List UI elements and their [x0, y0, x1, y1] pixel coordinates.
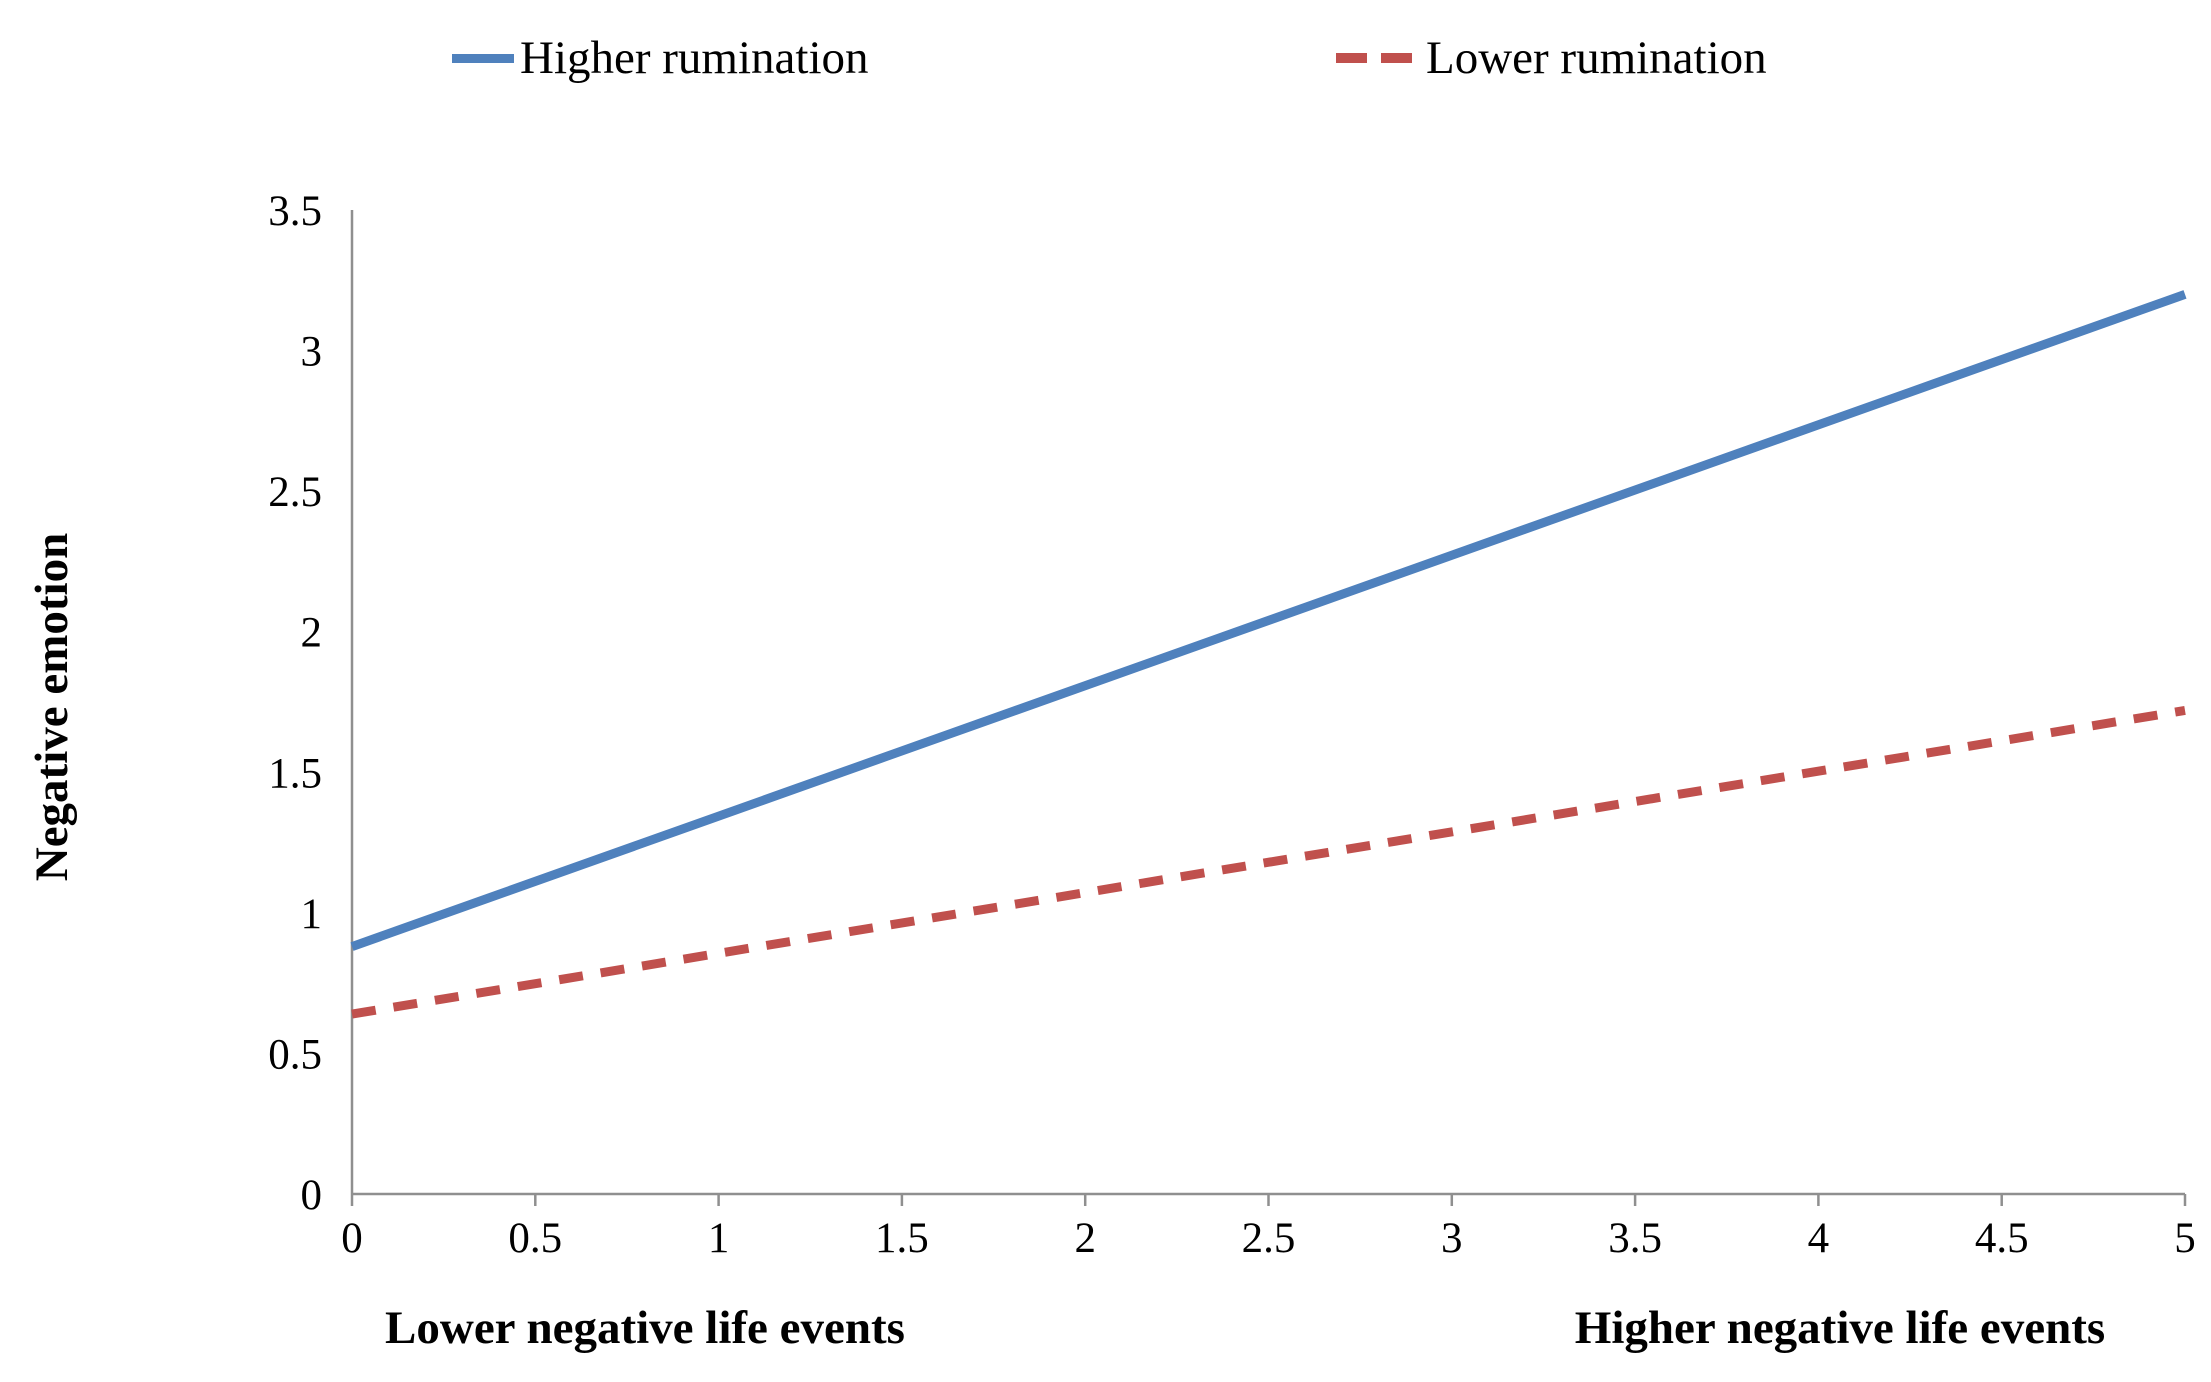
- x-tick-label: 5: [2174, 1215, 2196, 1262]
- legend-item-lower-rumination: Lower rumination: [1336, 30, 1767, 86]
- legend-marker-solid-line: [452, 53, 514, 63]
- x-axis-label-left: Lower negative life events: [385, 1302, 905, 1354]
- legend-label: Lower rumination: [1426, 32, 1767, 84]
- y-tick-label: 1: [301, 891, 323, 938]
- y-axis-title: Negative emotion: [26, 532, 78, 882]
- x-axis-label-right: Higher negative life events: [1574, 1302, 2106, 1354]
- x-tick-label: 0.5: [508, 1215, 562, 1262]
- series-line-lower-rumination: [351, 705, 2186, 1019]
- legend-item-higher-rumination: Higher rumination: [452, 30, 869, 86]
- x-tick-label: 3.5: [1608, 1215, 1662, 1262]
- x-tick-label: 0: [341, 1215, 363, 1262]
- x-tick-label: 1.5: [875, 1215, 929, 1262]
- y-tick-label: 0: [301, 1172, 323, 1219]
- x-tick-label: 4.5: [1975, 1215, 2029, 1262]
- y-tick-label: 0.5: [268, 1031, 322, 1078]
- x-tick-label: 3: [1441, 1215, 1463, 1262]
- y-tick-label: 3: [301, 329, 323, 376]
- y-tick-label: 3.5: [268, 188, 322, 235]
- series-line-higher-rumination: [350, 290, 2187, 951]
- y-tick-label: 2: [301, 610, 323, 657]
- y-tick-label: 1.5: [268, 750, 322, 797]
- legend: Higher rumination Lower rumination: [0, 30, 2211, 90]
- x-tick-label: 4: [1808, 1215, 1830, 1262]
- y-tick-label: 2.5: [268, 469, 322, 516]
- x-tick-label: 2.5: [1242, 1215, 1296, 1262]
- x-tick-label: 2: [1074, 1215, 1096, 1262]
- legend-label: Higher rumination: [520, 32, 869, 84]
- legend-marker-dashed-line: [1336, 53, 1412, 63]
- x-tick-label: 1: [708, 1215, 730, 1262]
